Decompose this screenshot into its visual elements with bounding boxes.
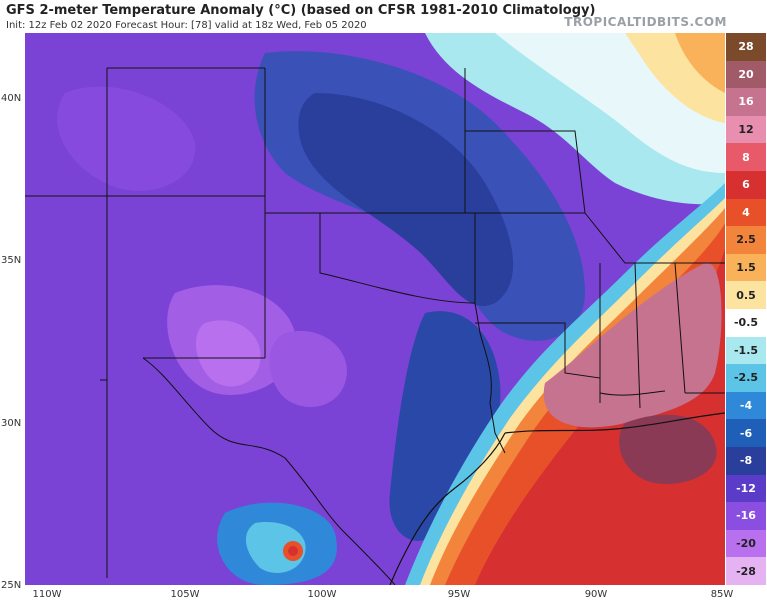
lon-label-90w: 90W [584, 589, 608, 600]
legend-item: 1.5 [726, 253, 766, 282]
legend-item: 6 [726, 171, 766, 199]
lat-label-35n: 35N [1, 255, 22, 266]
temperature-anomaly-map [25, 33, 725, 585]
lon-label-85w: 85W [710, 589, 734, 600]
legend-item: 2.5 [726, 226, 766, 254]
lon-label-95w: 95W [447, 589, 471, 600]
legend-item: -6 [726, 419, 766, 447]
legend-item: -12 [726, 474, 766, 503]
lon-label-105w: 105W [170, 589, 200, 600]
legend-item: -20 [726, 529, 766, 558]
brand-watermark: TROPICALTIDBITS.COM [564, 15, 727, 29]
legend-item: -28 [726, 557, 766, 585]
legend-item: -16 [726, 502, 766, 530]
legend-item: -2.5 [726, 364, 766, 392]
color-legend: 28 20 16 12 8 6 4 2.5 1.5 0.5 -0.5 -1.5 -2.5 -4 -6 -8 -1… [726, 33, 766, 585]
legend-item: 12 [726, 115, 766, 144]
legend-item: 8 [726, 143, 766, 171]
legend-item: -0.5 [726, 309, 766, 337]
legend-item: -8 [726, 447, 766, 475]
legend-item: 0.5 [726, 281, 766, 309]
forecast-info: Init: 12z Feb 02 2020 Forecast Hour: [78… [6, 20, 367, 31]
legend-item: -4 [726, 391, 766, 420]
lat-label-30n: 30N [1, 418, 22, 429]
lon-label-110w: 110W [32, 589, 62, 600]
lon-label-100w: 100W [307, 589, 337, 600]
legend-item: -1.5 [726, 336, 766, 365]
legend-item: 4 [726, 198, 766, 227]
legend-item: 28 [726, 33, 766, 61]
lat-label-40n: 40N [1, 93, 22, 104]
legend-item: 20 [726, 60, 766, 89]
legend-item: 16 [726, 88, 766, 116]
lat-label-25n: 25N [1, 580, 22, 591]
map-title: GFS 2-meter Temperature Anomaly (°C) (ba… [6, 3, 596, 18]
